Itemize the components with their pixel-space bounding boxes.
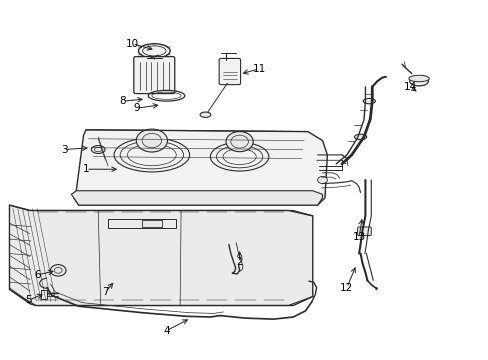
FancyBboxPatch shape (219, 58, 240, 85)
Text: 2: 2 (236, 257, 243, 267)
Text: 5: 5 (25, 295, 32, 305)
Text: 10: 10 (125, 39, 139, 49)
Text: 11: 11 (252, 64, 265, 74)
Ellipse shape (409, 77, 427, 86)
Text: 13: 13 (352, 232, 365, 242)
Text: 3: 3 (61, 144, 67, 154)
Bar (142, 220, 161, 226)
Text: 4: 4 (163, 325, 169, 336)
Text: 1: 1 (82, 164, 89, 174)
Ellipse shape (138, 44, 170, 58)
Polygon shape (74, 130, 327, 205)
Circle shape (136, 129, 167, 152)
Text: 7: 7 (102, 287, 109, 297)
Ellipse shape (408, 75, 428, 82)
Ellipse shape (363, 98, 375, 104)
Text: 12: 12 (340, 283, 353, 293)
Ellipse shape (210, 142, 268, 171)
Text: 9: 9 (133, 103, 139, 113)
Polygon shape (9, 205, 312, 306)
Text: 6: 6 (34, 270, 41, 280)
Ellipse shape (91, 145, 105, 153)
Circle shape (225, 132, 253, 152)
Text: 14: 14 (403, 82, 416, 92)
Ellipse shape (114, 138, 189, 172)
FancyBboxPatch shape (134, 57, 174, 94)
Circle shape (50, 265, 66, 276)
Circle shape (317, 176, 327, 184)
Bar (41, 290, 47, 299)
Text: 8: 8 (119, 96, 125, 106)
Polygon shape (71, 191, 322, 205)
Ellipse shape (354, 134, 366, 140)
Ellipse shape (200, 112, 210, 117)
FancyBboxPatch shape (357, 227, 370, 235)
